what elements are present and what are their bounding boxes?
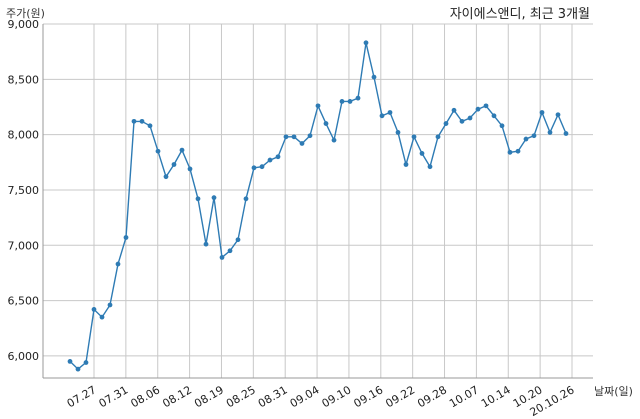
data-point <box>227 248 233 254</box>
data-point <box>299 141 305 146</box>
x-axis-label: 날짜(일) <box>594 384 633 398</box>
x-tick-label: 10.07 <box>447 383 481 410</box>
data-point <box>563 131 569 136</box>
data-point <box>315 103 321 109</box>
x-tick-label: 09.04 <box>288 383 322 410</box>
data-point <box>235 237 241 243</box>
data-point <box>499 123 505 129</box>
data-point <box>163 174 169 180</box>
data-point <box>267 157 273 163</box>
y-tick-label: 8,000 <box>8 129 40 142</box>
data-point <box>187 166 193 172</box>
data-point <box>211 195 217 201</box>
data-point <box>531 133 537 139</box>
series-line <box>69 42 567 371</box>
x-tick-label: 07.31 <box>97 383 131 410</box>
data-point <box>91 307 97 312</box>
x-tick-label: 09.10 <box>320 383 354 410</box>
y-tick-label: 7,000 <box>8 239 40 252</box>
x-tick-label: 09.28 <box>415 383 449 410</box>
y-tick-label: 6,000 <box>8 350 40 363</box>
data-point <box>331 137 337 143</box>
data-point <box>475 106 481 112</box>
x-tick-label: 08.12 <box>160 383 194 410</box>
data-point <box>83 360 89 365</box>
data-point <box>555 112 561 118</box>
data-point <box>403 162 409 167</box>
data-point <box>323 121 329 126</box>
x-tick-label: 08.31 <box>256 383 290 410</box>
data-point <box>107 302 113 308</box>
chart-title: 자이에스앤디, 최근 3개월 <box>450 7 590 22</box>
data-point <box>131 118 137 124</box>
data-point <box>219 255 225 260</box>
data-point <box>171 162 177 167</box>
data-point <box>379 113 385 119</box>
data-point <box>275 154 281 160</box>
data-point <box>547 130 553 135</box>
y-tick-label: 7,500 <box>8 184 40 197</box>
data-point <box>427 164 433 170</box>
data-point <box>539 110 545 115</box>
data-point <box>507 149 513 155</box>
data-point <box>155 148 161 154</box>
x-tick-label: 08.25 <box>224 383 258 410</box>
data-point <box>203 241 209 247</box>
data-point <box>523 136 529 142</box>
data-point <box>387 110 393 115</box>
grid <box>43 23 593 378</box>
x-tick-label: 09.16 <box>352 383 386 410</box>
data-point <box>283 134 289 140</box>
data-point <box>515 148 521 154</box>
data-point <box>195 196 201 202</box>
data-point <box>451 107 457 113</box>
data-point <box>395 130 401 135</box>
x-tick-label: 08.19 <box>192 383 226 410</box>
data-point <box>339 99 345 104</box>
data-point <box>75 366 81 372</box>
data-point <box>491 113 497 119</box>
data-point <box>411 134 417 140</box>
data-point <box>243 196 249 202</box>
data-point <box>99 314 105 320</box>
x-tick-label: 10.14 <box>479 383 513 410</box>
data-point <box>483 103 489 109</box>
x-tick-label: 08.06 <box>128 383 162 410</box>
y-tick-label: 9,000 <box>8 18 40 31</box>
data-point <box>355 95 361 101</box>
data-point <box>371 74 377 80</box>
y-tick-label: 6,500 <box>8 295 40 308</box>
data-point <box>179 147 185 153</box>
data-point <box>307 133 313 139</box>
data-point <box>259 164 265 170</box>
data-point <box>459 118 465 124</box>
data-point <box>443 121 449 126</box>
data-point <box>115 261 121 267</box>
data-point <box>147 123 153 129</box>
data-point <box>251 165 257 171</box>
data-point <box>139 118 145 124</box>
data-point <box>291 134 297 140</box>
data-point <box>347 99 353 104</box>
data-point <box>435 134 441 140</box>
data-point <box>123 235 129 240</box>
y-tick-label: 8,500 <box>8 73 40 86</box>
x-tick-label: 07.27 <box>65 383 99 410</box>
y-axis-label: 주가(원) <box>6 7 45 20</box>
x-tick-label: 09.22 <box>383 383 417 410</box>
data-point <box>419 151 425 156</box>
data-point <box>467 115 473 121</box>
data-point <box>363 40 369 46</box>
data-point <box>67 359 73 364</box>
